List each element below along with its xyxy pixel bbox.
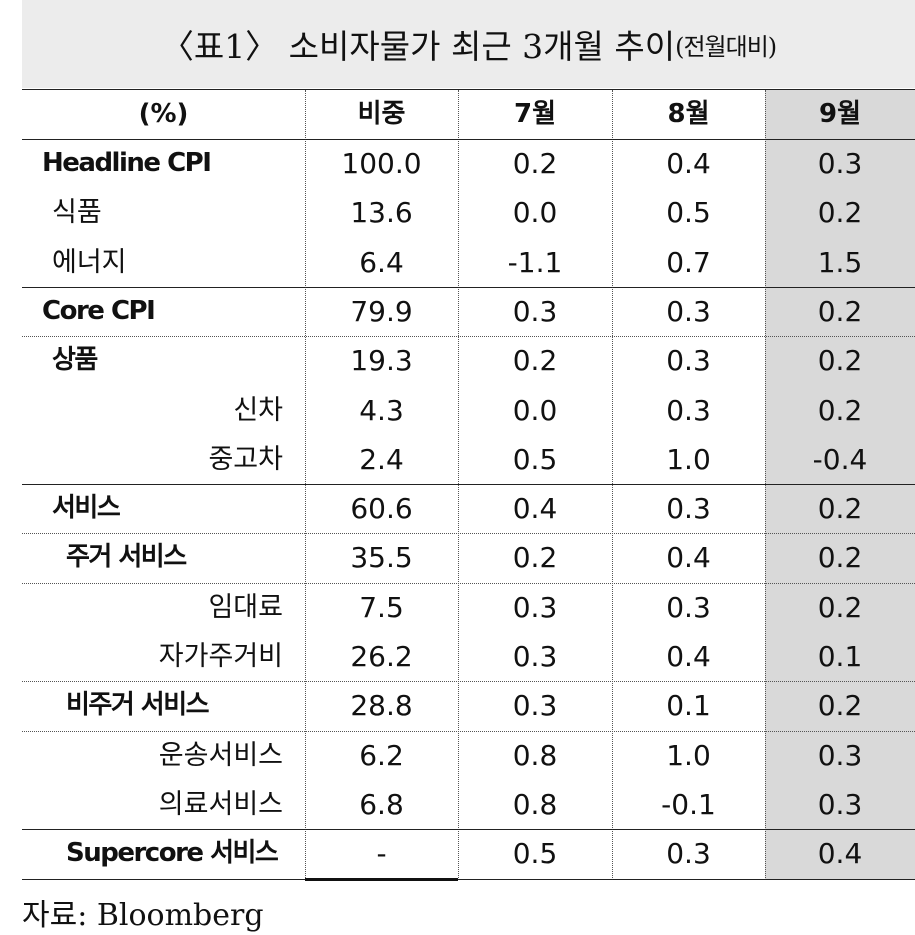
value-cell: 0.2 (817, 196, 863, 230)
value-cell: 4.3 (359, 393, 404, 427)
value-cell: -0.1 (661, 787, 716, 821)
row-line (22, 730, 915, 732)
value-cell: 6.2 (359, 738, 404, 772)
value-cell: 0.4 (512, 492, 558, 526)
source: 자료: Bloomberg (22, 898, 264, 933)
header-cell: (%) (138, 99, 189, 129)
row-label: 상품 (52, 345, 98, 376)
value-cell: - (376, 837, 387, 871)
value-cell: 0.4 (666, 147, 711, 180)
subtitle: (전월대비) (675, 32, 777, 61)
row-label: 의료서비스 (158, 788, 283, 820)
value-cell: 100.0 (341, 147, 422, 180)
value-cell: 0.2 (817, 393, 863, 427)
value-cell: 0.2 (817, 590, 863, 624)
row-label: 비주거 서비스 (66, 690, 210, 721)
value-cell: 0.2 (512, 147, 558, 180)
title-bar: 〈표1〉 소비자물가 최근 3개월 추이 (전월대비) (22, 0, 915, 88)
value-cell: 0.0 (512, 196, 558, 230)
value-cell: 0.7 (666, 245, 711, 279)
value-cell: 7.5 (359, 590, 404, 624)
value-cell: 19.3 (350, 344, 413, 378)
value-cell: 0.2 (817, 344, 863, 378)
row-label: 에너지 (52, 246, 127, 278)
value-cell: 0.3 (512, 590, 558, 624)
value-cell: 0.0 (512, 393, 558, 427)
row-line (22, 484, 915, 486)
value-cell: 0.1 (817, 640, 863, 673)
value-cell: 0.1 (666, 689, 711, 723)
row-label: Supercore 서비스 (66, 838, 279, 869)
bottom-bold (305, 877, 458, 881)
bottom-line (22, 878, 915, 880)
value-cell: 0.3 (666, 344, 711, 378)
value-cell: 0.3 (817, 147, 863, 180)
title: 〈표1〉 소비자물가 최근 3개월 추이 (160, 27, 676, 66)
value-cell: 0.3 (512, 294, 558, 328)
value-cell: 1.0 (666, 738, 711, 772)
value-cell: 60.6 (350, 492, 413, 526)
value-cell: 0.3 (817, 738, 863, 772)
value-cell: 0.3 (817, 787, 863, 821)
value-cell: 2.4 (359, 442, 404, 476)
value-cell: 0.3 (666, 294, 711, 328)
value-cell: 0.5 (512, 837, 558, 871)
row-line (22, 829, 915, 831)
value-cell: 0.2 (817, 294, 863, 328)
row-line (22, 681, 915, 683)
value-cell: 0.3 (512, 689, 558, 723)
row-label: 임대료 (208, 591, 283, 623)
value-cell: 0.2 (817, 689, 863, 723)
value-cell: 6.8 (359, 787, 404, 821)
value-cell: 0.2 (512, 344, 558, 378)
header-cell: 7월 (513, 99, 556, 129)
value-cell: 0.8 (512, 738, 558, 772)
value-cell: 26.2 (350, 640, 413, 673)
value-cell: 0.3 (666, 393, 711, 427)
value-cell: 0.3 (666, 837, 711, 871)
value-cell: -1.1 (507, 245, 563, 279)
value-cell: 1.5 (817, 245, 863, 279)
value-cell: 0.4 (666, 640, 711, 673)
row-label: 운송서비스 (158, 739, 283, 771)
value-cell: -0.4 (812, 442, 868, 476)
header-cell: 8월 (667, 99, 710, 129)
row-label: 자가주거비 (158, 641, 283, 672)
value-cell: 0.4 (817, 837, 863, 871)
header-cell: 비중 (357, 99, 406, 129)
value-cell: 0.4 (666, 541, 711, 575)
header-cell: 9월 (818, 99, 861, 129)
value-cell: 0.5 (666, 196, 711, 230)
row-label: 주거 서비스 (66, 542, 187, 573)
header-line (22, 139, 915, 140)
value-cell: 0.3 (666, 492, 711, 526)
value-cell: 13.6 (350, 196, 413, 230)
value-cell: 0.2 (817, 492, 863, 526)
row-label: Headline CPI (42, 148, 212, 178)
value-cell: 35.5 (350, 541, 413, 575)
row-line (22, 286, 915, 288)
row-label: Core CPI (42, 295, 156, 326)
value-cell: 0.5 (512, 442, 558, 476)
value-cell: 0.2 (817, 541, 863, 575)
value-cell: 1.0 (666, 442, 711, 476)
row-line (22, 533, 915, 535)
value-cell: 28.8 (350, 689, 413, 723)
row-label: 중고차 (208, 443, 283, 475)
value-cell: 0.2 (512, 541, 558, 575)
value-cell: 0.3 (512, 640, 558, 673)
value-cell: 6.4 (359, 245, 404, 279)
row-label: 서비스 (52, 493, 121, 524)
row-line (22, 336, 915, 338)
row-line (22, 582, 915, 584)
value-cell: 79.9 (350, 294, 413, 328)
value-cell: 0.8 (512, 787, 558, 821)
header-line (22, 89, 915, 90)
value-cell: 0.3 (666, 590, 711, 624)
row-label: 신차 (233, 394, 283, 426)
table: (%) 비중 7월 8월 9월 Headline CPI 100.0 0.2 0.4 0.3 식품 1… (22, 89, 915, 881)
row-label: 식품 (52, 197, 102, 229)
